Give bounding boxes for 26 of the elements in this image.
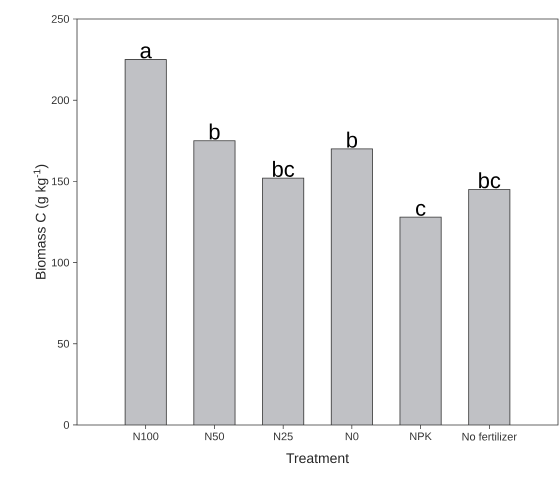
bar [262,178,304,425]
annotation: b [347,132,358,148]
y-tick-label: 150 [52,178,70,186]
annotation: a [140,46,152,58]
y-tick-label: 200 [52,96,70,104]
x-tick-label: N25 [274,432,293,440]
bar [124,59,167,425]
annotation: bc [479,172,500,188]
annotation: bc [272,160,294,177]
y-tick-label: 100 [52,258,70,266]
y-tick-label: 250 [52,15,70,23]
bar [400,216,442,425]
annotation: b [210,123,220,140]
x-tick-label: No fertilizer [462,432,517,441]
x-tick-label: NPK [410,432,432,440]
bar [330,148,373,425]
x-tick-label: N0 [346,432,358,440]
y-tick-label: 50 [58,340,70,348]
x-tick-label: N100 [134,432,158,440]
bar [193,140,236,425]
annotation: c [416,204,426,216]
y-axis-title: Biomass C (g kg$^{-1}$) [34,164,48,279]
bar [468,189,510,425]
y-tick-label: 0 [64,421,70,429]
x-axis-title: Treatment [286,453,349,464]
x-tick-label: N50 [205,432,224,440]
